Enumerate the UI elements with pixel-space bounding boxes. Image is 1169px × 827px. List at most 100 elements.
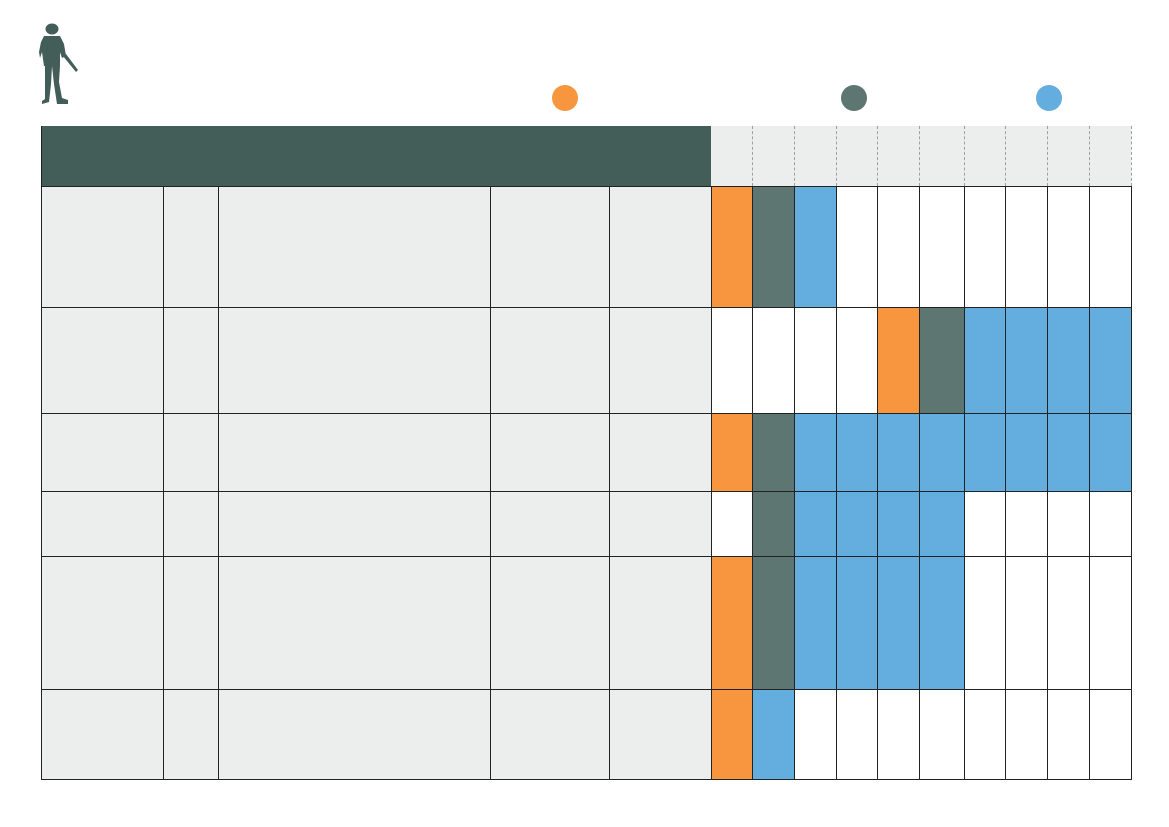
timeline-divider <box>1005 186 1006 780</box>
timeline-cell-r2-c1 <box>711 307 752 413</box>
timeline-divider <box>752 186 753 780</box>
timeline-cell-r5-c8 <box>1005 556 1047 689</box>
timeline-cell-r2-c4 <box>836 307 877 413</box>
legend-orange-dot <box>552 85 578 111</box>
timeline-header-divider <box>1131 126 1132 186</box>
row-divider <box>41 186 1132 187</box>
timeline-divider <box>1047 186 1048 780</box>
timeline-cell-r3-c2 <box>752 413 794 491</box>
timeline-header-divider <box>877 126 878 186</box>
timeline-cell-r2-c8 <box>1005 307 1047 413</box>
timeline-cell-r5-c4 <box>836 556 877 689</box>
timeline-cell-r5-c3 <box>794 556 836 689</box>
timeline-cell-r5-c5 <box>877 556 919 689</box>
timeline-cell-r5-c2 <box>752 556 794 689</box>
timeline-cell-r2-c10 <box>1089 307 1131 413</box>
timeline-cell-r4-c8 <box>1005 491 1047 556</box>
timeline-cell-r2-c6 <box>919 307 964 413</box>
row-divider <box>41 556 1132 557</box>
column-divider <box>490 186 491 780</box>
timeline-cell-r6-c5 <box>877 689 919 779</box>
timeline-cell-r1-c6 <box>919 186 964 307</box>
timeline-cell-r1-c1 <box>711 186 752 307</box>
timeline-cell-r4-c2 <box>752 491 794 556</box>
timeline-cell-r1-c7 <box>964 186 1005 307</box>
column-divider <box>218 186 219 780</box>
timeline-divider <box>877 186 878 780</box>
column-divider <box>163 186 164 780</box>
timeline-cell-r3-c10 <box>1089 413 1131 491</box>
timeline-header-divider <box>919 126 920 186</box>
row-divider <box>41 413 1132 414</box>
timeline-header-divider <box>1047 126 1048 186</box>
timeline-cell-r5-c6 <box>919 556 964 689</box>
row-divider <box>41 307 1132 308</box>
legend-slate-dot <box>841 85 867 111</box>
timeline-cell-r4-c1 <box>711 491 752 556</box>
table-body-panel <box>41 186 711 779</box>
timeline-divider <box>964 186 965 780</box>
timeline-cell-r6-c1 <box>711 689 752 779</box>
timeline-cell-r2-c3 <box>794 307 836 413</box>
timeline-cell-r3-c3 <box>794 413 836 491</box>
timeline-cell-r4-c7 <box>964 491 1005 556</box>
timeline-cell-r3-c1 <box>711 413 752 491</box>
table-header <box>41 126 711 186</box>
column-divider <box>41 186 42 780</box>
timeline-cell-r1-c9 <box>1047 186 1089 307</box>
timeline-cell-r5-c9 <box>1047 556 1089 689</box>
timeline-divider <box>1131 186 1132 780</box>
timeline-header <box>711 126 1131 186</box>
timeline-header-divider <box>794 126 795 186</box>
timeline-cell-r2-c5 <box>877 307 919 413</box>
column-divider <box>41 126 42 187</box>
timeline-cell-r4-c4 <box>836 491 877 556</box>
timeline-cell-r2-c7 <box>964 307 1005 413</box>
timeline-header-divider <box>836 126 837 186</box>
timeline-cell-r6-c10 <box>1089 689 1131 779</box>
timeline-cell-r1-c4 <box>836 186 877 307</box>
timeline-divider <box>711 186 712 780</box>
timeline-cell-r1-c10 <box>1089 186 1131 307</box>
timeline-cell-r1-c3 <box>794 186 836 307</box>
timeline-cell-r1-c2 <box>752 186 794 307</box>
timeline-cell-r6-c4 <box>836 689 877 779</box>
timeline-header-divider <box>964 126 965 186</box>
timeline-divider <box>1089 186 1090 780</box>
column-divider <box>609 186 610 780</box>
timeline-cell-r2-c2 <box>752 307 794 413</box>
timeline-cell-r4-c9 <box>1047 491 1089 556</box>
timeline-cell-r3-c8 <box>1005 413 1047 491</box>
timeline-cell-r2-c9 <box>1047 307 1089 413</box>
timeline-cell-r3-c6 <box>919 413 964 491</box>
timeline-divider <box>919 186 920 780</box>
timeline-cell-r6-c3 <box>794 689 836 779</box>
timeline-cell-r3-c5 <box>877 413 919 491</box>
timeline-cell-r5-c1 <box>711 556 752 689</box>
timeline-cell-r4-c6 <box>919 491 964 556</box>
timeline-cell-r6-c9 <box>1047 689 1089 779</box>
row-divider <box>41 779 1132 780</box>
soldier-silhouette-icon <box>39 23 78 104</box>
row-divider <box>41 689 1132 690</box>
timeline-divider <box>836 186 837 780</box>
timeline-header-divider <box>752 126 753 186</box>
row-divider <box>41 491 1132 492</box>
timeline-cell-r6-c7 <box>964 689 1005 779</box>
timeline-cell-r5-c10 <box>1089 556 1131 689</box>
timeline-cell-r3-c4 <box>836 413 877 491</box>
timeline-cell-r1-c5 <box>877 186 919 307</box>
timeline-divider <box>794 186 795 780</box>
legend-blue-dot <box>1036 85 1062 111</box>
timeline-header-divider <box>1005 126 1006 186</box>
timeline-header-divider <box>1089 126 1090 186</box>
timeline-cell-r6-c6 <box>919 689 964 779</box>
timeline-cell-r4-c3 <box>794 491 836 556</box>
timeline-cell-r5-c7 <box>964 556 1005 689</box>
timeline-cell-r6-c2 <box>752 689 794 779</box>
timeline-cell-r3-c9 <box>1047 413 1089 491</box>
timeline-cell-r4-c5 <box>877 491 919 556</box>
timeline-cell-r3-c7 <box>964 413 1005 491</box>
timeline-cell-r1-c8 <box>1005 186 1047 307</box>
timeline-cell-r6-c8 <box>1005 689 1047 779</box>
